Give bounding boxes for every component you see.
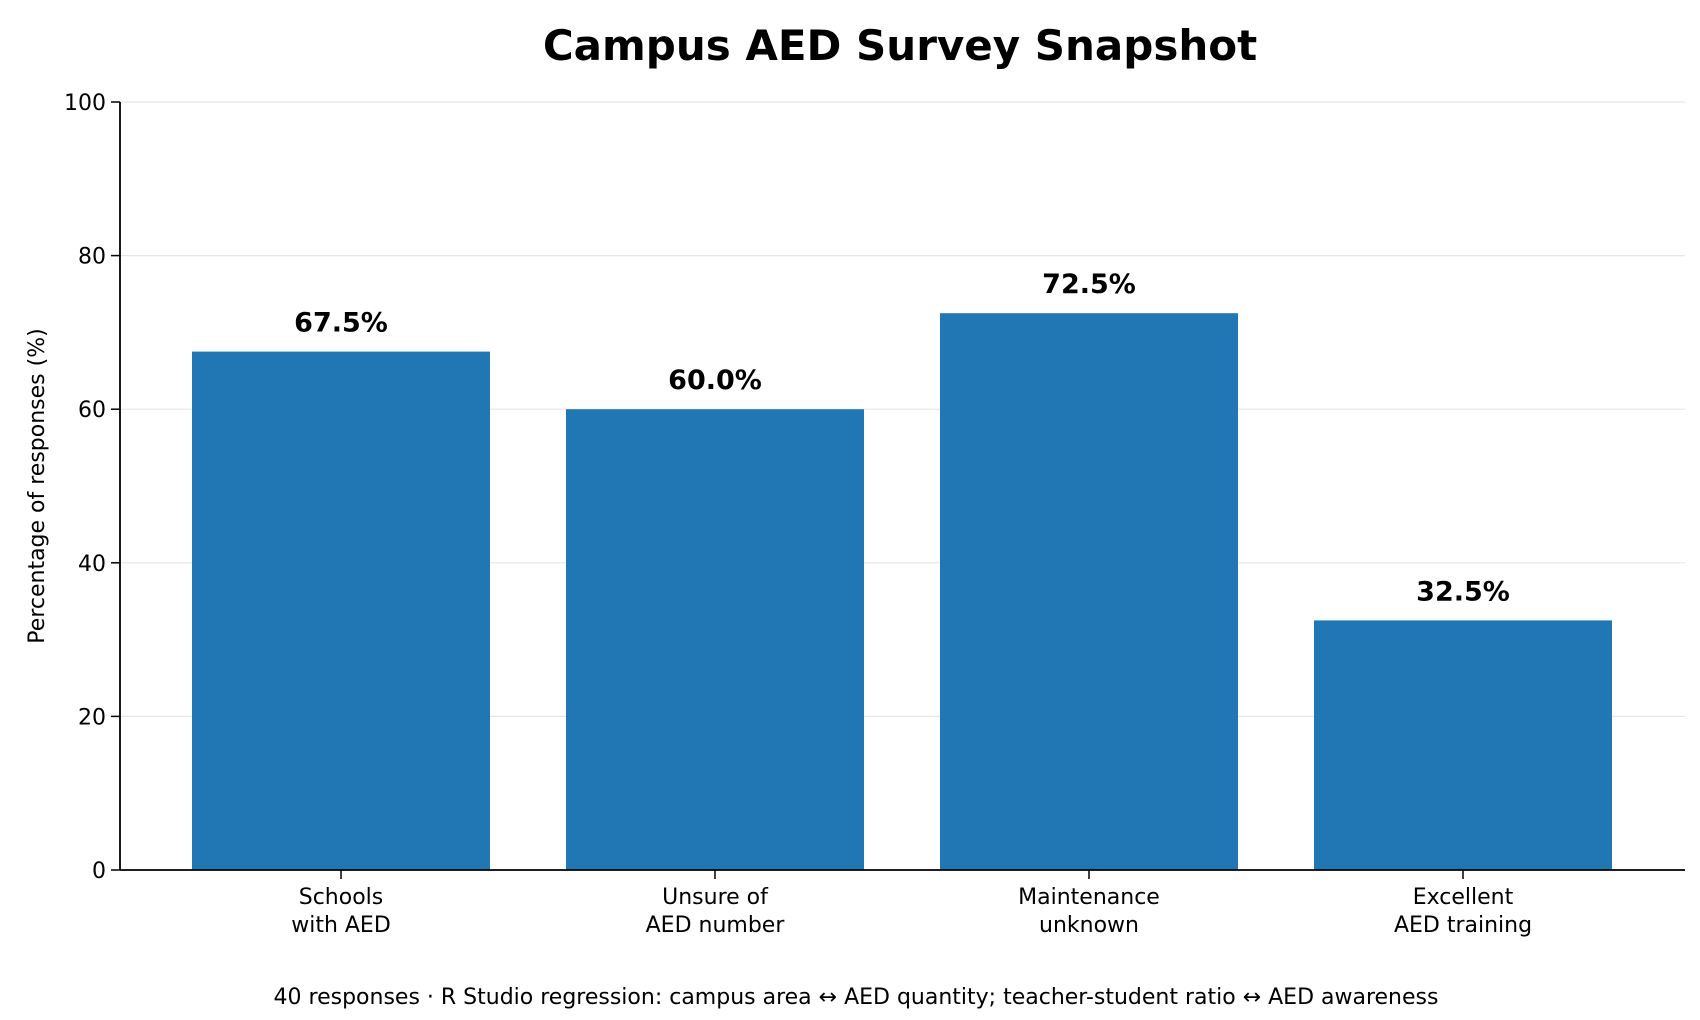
y-tick-label: 100 <box>64 91 106 116</box>
axes <box>119 102 1685 871</box>
x-tick-label: with AED <box>291 913 391 938</box>
bar-value-label: 67.5% <box>294 308 388 339</box>
bar <box>1314 620 1612 870</box>
data-labels: 67.5% 60.0% 72.5% 32.5% <box>294 269 1510 607</box>
x-tick-label: AED training <box>1394 913 1532 938</box>
chart-title: Campus AED Survey Snapshot <box>543 21 1257 70</box>
footnote: 40 responses · R Studio regression: camp… <box>274 985 1439 1010</box>
x-tick-label: Maintenance <box>1018 885 1160 910</box>
x-tick-label: unknown <box>1039 913 1139 938</box>
x-axis-ticks: Schools with AED Unsure of AED number Mainte… <box>291 870 1532 938</box>
y-tick-label: 80 <box>78 245 106 270</box>
bar <box>192 351 490 871</box>
y-axis-ticks: 0 20 40 60 80 100 <box>64 91 120 884</box>
x-tick-label: Schools <box>299 885 384 910</box>
bar-value-label: 60.0% <box>668 365 762 396</box>
bar <box>940 313 1238 870</box>
x-tick-label: Unsure of <box>662 885 769 910</box>
y-axis-label: Percentage of responses (%) <box>25 328 50 643</box>
y-tick-label: 40 <box>78 552 106 577</box>
y-tick-label: 60 <box>78 398 106 423</box>
bar-value-label: 72.5% <box>1042 269 1136 300</box>
bar-value-label: 32.5% <box>1416 576 1510 607</box>
y-tick-label: 20 <box>78 705 106 730</box>
bar <box>566 409 864 870</box>
bars <box>192 313 1612 871</box>
x-tick-label: Excellent <box>1413 885 1514 910</box>
y-tick-label: 0 <box>92 859 106 884</box>
x-tick-label: AED number <box>646 913 786 938</box>
